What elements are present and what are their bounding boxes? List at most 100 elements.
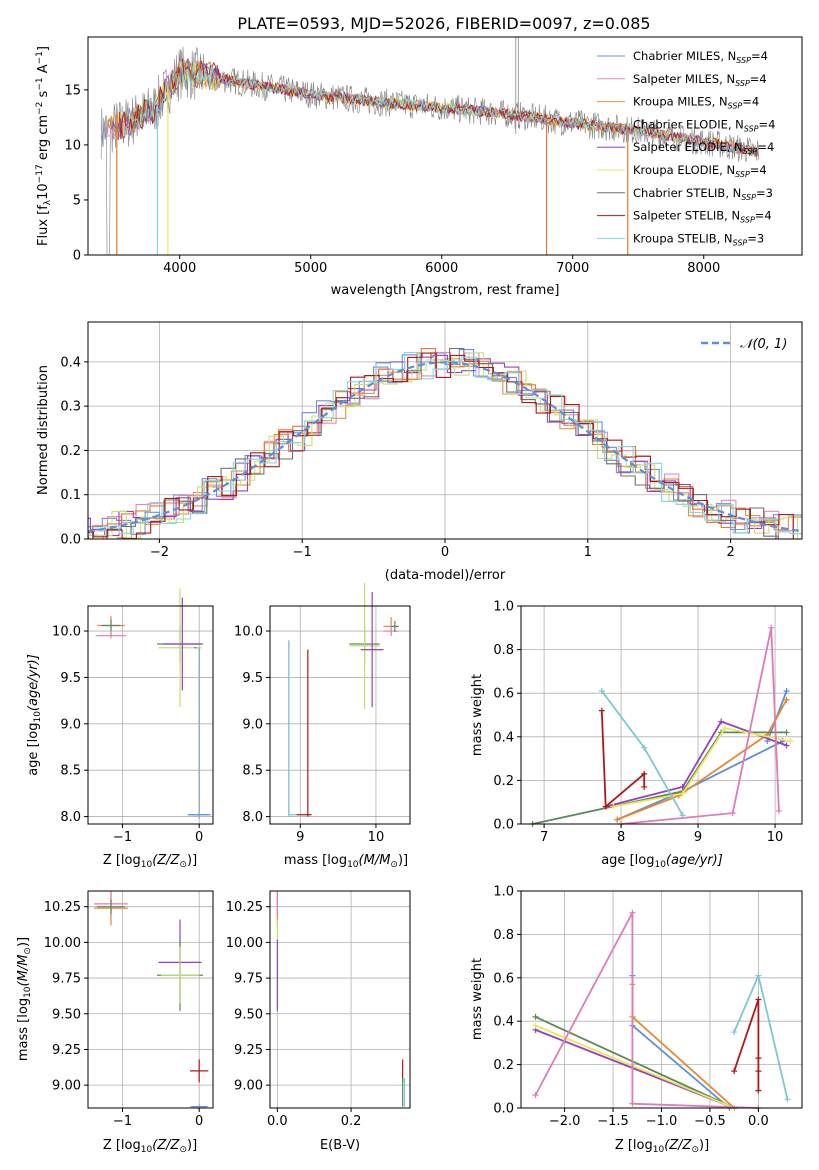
mass-vs-extinction-panel: 0.0 0.2 9.00 9.25 9.50 9.75 10.00 10.25 E(B-V): [226, 890, 411, 1153]
y-tick-label: 10.00: [44, 936, 81, 951]
x-tick-label: 8: [617, 830, 625, 845]
mass-weight-series-2: [631, 984, 735, 1109]
mass-weight-point: [641, 744, 648, 751]
mass-weight-series-9: [621, 627, 780, 825]
x-tick-label: −1.0: [646, 1114, 678, 1129]
mass-vs-metallicity-frame: [87, 890, 214, 1109]
y-tick-label: 0.4: [60, 355, 81, 370]
figure-title: PLATE=0593, MJD=52026, FIBERID=0097, z=0…: [237, 14, 650, 33]
y-tick-label: 0.4: [493, 1015, 514, 1030]
mass-weight-point: [629, 909, 636, 916]
x-tick-label: 1: [584, 545, 592, 560]
y-tick-label: 10.0: [234, 625, 263, 640]
x-tick-label: 0: [195, 1114, 203, 1129]
mass-weight-point: [775, 807, 782, 814]
weight-vs-metallicity-lines: [532, 909, 791, 1111]
x-tick-label: −1: [293, 545, 312, 560]
age-vs-metallicity-errorbars: [95, 588, 211, 819]
mass-weight-series-3: [535, 1016, 735, 1109]
y-tick-label: 0.0: [493, 1102, 514, 1117]
y-tick-label: 9.50: [52, 1007, 81, 1022]
x-tick-label: 10: [368, 830, 385, 845]
spectrum-xlabel: wavelength [Angstrom, rest frame]: [331, 283, 560, 298]
weight-vs-metallicity-ylabel: mass weight: [470, 958, 485, 1040]
y-tick-label: 8.5: [60, 764, 81, 779]
y-tick-label: 9.25: [234, 1043, 263, 1058]
x-tick-label: 0: [441, 545, 449, 560]
y-tick-label: 8.0: [60, 810, 81, 825]
mass-weight-point: [768, 624, 775, 631]
x-tick-label: 6000: [425, 261, 458, 276]
spectrum-frame: [87, 36, 803, 256]
mass-weight-series-7: [733, 972, 789, 1100]
mass-weight-point: [731, 1068, 738, 1075]
model-spectrum-8: [118, 58, 759, 157]
mass-weight-point: [614, 816, 621, 823]
normal-curve-legend-label: 𝒩(0, 1): [740, 337, 787, 352]
y-tick-label: 0.8: [493, 643, 514, 658]
age-vs-metallicity-panel: −1 0 8.0 8.5 9.0 9.5 10.0 Z [log10(Z/Z⊙)] age …: [26, 588, 214, 870]
y-tick-label: 0.0: [60, 533, 81, 548]
x-tick-label: −2: [150, 545, 169, 560]
y-tick-label: 0.8: [493, 928, 514, 943]
y-tick-label: 9.25: [52, 1043, 81, 1058]
y-tick-label: 0.0: [493, 818, 514, 833]
x-tick-label: 0.0: [748, 1114, 769, 1129]
residual-xlabel: (data-model)/error: [385, 568, 506, 583]
x-tick-label: 9: [694, 830, 702, 845]
x-tick-label: −2.0: [549, 1114, 581, 1129]
weight-vs-age-ylabel: mass weight: [470, 674, 485, 756]
mass-weight-series-8: [534, 912, 759, 1109]
mass-weight-point: [783, 688, 790, 695]
legend-entry-6: Kroupa ELODIE, NSSP=4: [633, 163, 767, 179]
mass-weight-point: [783, 696, 790, 703]
residual-histogram-6: [88, 352, 802, 540]
x-tick-label: −1.5: [597, 1114, 629, 1129]
mass-weight-point: [755, 1055, 762, 1062]
model-spectrum-9: [121, 61, 760, 156]
y-tick-label: 9.0: [60, 717, 81, 732]
spectrum-panel: 4000 5000 6000 7000 8000 0 5 10 15 wavelength [A…: [35, 36, 803, 298]
mass-weight-point: [629, 1100, 636, 1107]
weight-vs-age-frame: [520, 605, 803, 825]
legend-entry-7: Chabrier STELIB, NSSP=3: [633, 186, 773, 202]
mass-weight-series-4: [532, 731, 787, 825]
mass-vs-metallicity-errorbars: [94, 891, 209, 1110]
residual-histograms: [87, 347, 803, 540]
x-tick-label: 0.0: [267, 1114, 288, 1129]
mass-weight-point: [731, 1029, 738, 1036]
mass-vs-extinction-errorbars: [276, 891, 406, 1107]
x-tick-label: 0.2: [341, 1114, 362, 1129]
x-tick-label: 10: [767, 830, 784, 845]
y-tick-label: 15: [64, 83, 81, 98]
y-tick-label: 10.00: [226, 936, 263, 951]
y-tick-label: 0.1: [60, 488, 81, 503]
x-tick-label: 9: [296, 830, 304, 845]
spectrum-ylabel: Flux [fλ10−17 erg cm−2 s−1 A−1]: [35, 46, 53, 246]
mass-weight-series-5: [535, 1024, 735, 1109]
x-tick-label: −1: [113, 1114, 132, 1129]
age-vs-metallicity-xlabel: Z [log10(Z/Z⊙)]: [103, 853, 197, 870]
legend-entry-2: Salpeter MILES, NSSP=4: [633, 72, 767, 88]
x-tick-label: 4000: [163, 261, 196, 276]
mass-vs-extinction-frame: [269, 890, 411, 1109]
mass-weight-point: [598, 707, 605, 714]
legend-entry-8: Salpeter STELIB, NSSP=4: [633, 209, 772, 225]
residual-histogram-9: [88, 351, 802, 535]
normal-curve: [87, 361, 803, 533]
mass-vs-metallicity-xlabel: Z [log10(Z/Z⊙)]: [103, 1138, 197, 1155]
mass-weight-point: [729, 810, 736, 817]
legend-entry-5: Salpeter ELODIE, NSSP=4: [633, 140, 774, 156]
legend-entry-1: Chabrier MILES, NSSP=4: [633, 49, 768, 65]
weight-vs-age-xlabel: age [log10(age/yr)]: [601, 853, 723, 870]
y-tick-label: 0.2: [60, 444, 81, 459]
age-vs-mass-errorbars: [288, 582, 399, 817]
y-tick-label: 9.00: [52, 1079, 81, 1094]
legend-entry-4: Chabrier ELODIE, NSSP=4: [633, 117, 775, 133]
residual-ylabel: Normed distribution: [36, 365, 51, 495]
mass-vs-extinction-xlabel: E(B-V): [320, 1138, 360, 1153]
mass-weight-point: [755, 1068, 762, 1075]
y-tick-label: 9.5: [242, 671, 263, 686]
mass-weight-point: [787, 738, 794, 745]
weight-vs-metallicity-panel: −2.0 −1.5 −1.0 −0.5 0.0 0.0 0.2 0.4 0.6 0.8 1.0 Z …: [470, 885, 803, 1155]
